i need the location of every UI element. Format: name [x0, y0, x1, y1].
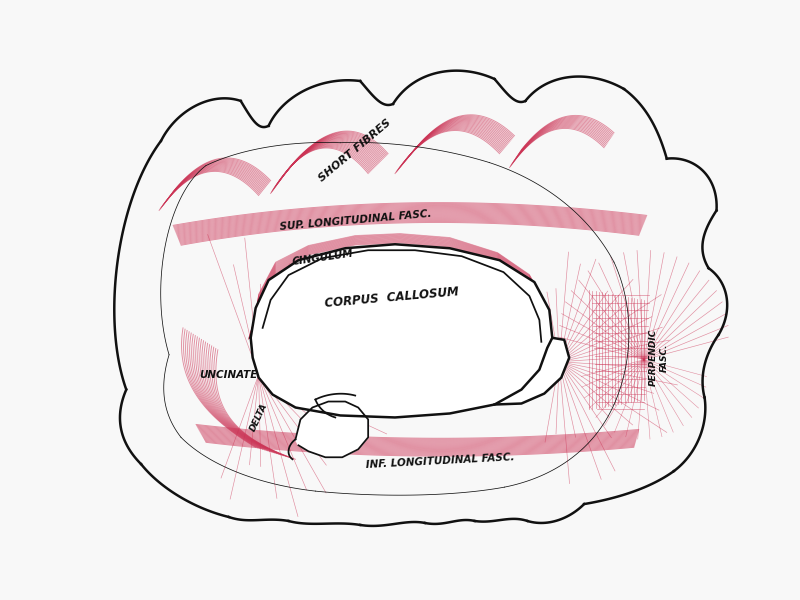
Text: SHORT FIBRES: SHORT FIBRES	[317, 118, 394, 184]
Text: INF. LONGITUDINAL FASC.: INF. LONGITUDINAL FASC.	[366, 452, 514, 470]
Text: CORPUS  CALLOSUM: CORPUS CALLOSUM	[325, 286, 460, 310]
Text: UNCINATE: UNCINATE	[200, 370, 258, 380]
Polygon shape	[295, 401, 368, 457]
Polygon shape	[250, 244, 570, 418]
Text: DELTA: DELTA	[248, 402, 269, 433]
Text: CINGULUM: CINGULUM	[291, 249, 354, 268]
Text: SUP. LONGITUDINAL FASC.: SUP. LONGITUDINAL FASC.	[279, 209, 431, 232]
Text: PERPENDIC
FASC.: PERPENDIC FASC.	[649, 329, 669, 386]
